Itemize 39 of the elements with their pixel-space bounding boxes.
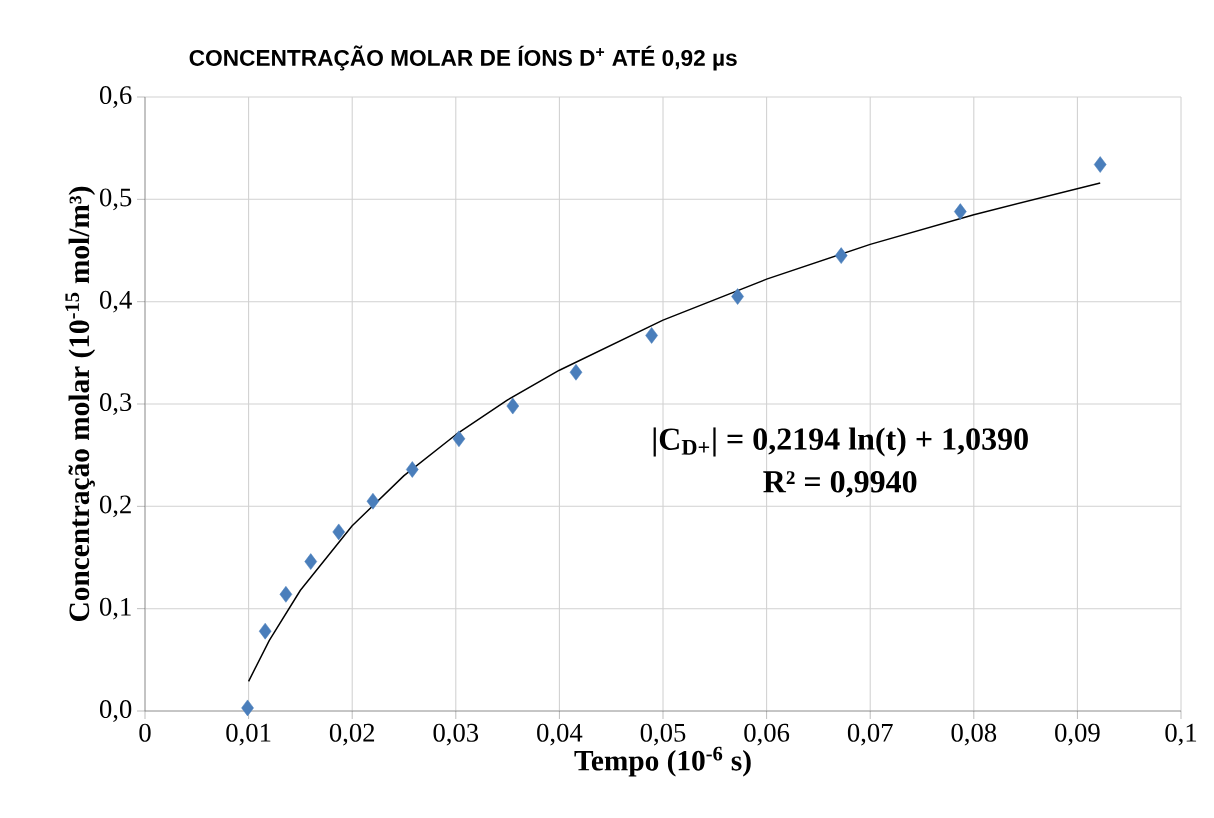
point (645, 327, 658, 344)
point (406, 461, 419, 478)
y-tick-label: 0,6 (99, 86, 132, 108)
annotation: R² = 0,9940 (763, 471, 917, 498)
x-tick-label: 0,03 (433, 723, 479, 746)
x-tick-label: 0,02 (329, 723, 375, 746)
annotation: |C$_{D+}$| = 0,2194 ln(t) + 1,0390 (653, 427, 1028, 457)
point (954, 203, 967, 220)
point (279, 586, 293, 603)
point (366, 492, 380, 510)
y-tick-label: 0,1 (99, 597, 131, 620)
x-tick-label: 0,06 (744, 723, 790, 746)
x-tick-label: 0,04 (537, 723, 583, 746)
x-tick-label: 0,08 (951, 723, 997, 746)
y-tick-label: 0,2 (99, 495, 131, 518)
x-axis-title: Tempo (10$^{-6}$ s) (574, 746, 751, 777)
point (569, 364, 583, 381)
point (452, 430, 466, 448)
x-tick-label: 0,05 (640, 723, 686, 746)
x-tick-label: 0,09 (1055, 723, 1100, 746)
y-tick-label: 0,3 (99, 393, 132, 415)
point (731, 288, 744, 305)
point (1093, 156, 1107, 173)
chart-title: CONCENTRAÇÃO MOLAR DE ÍONS D$^{+}$ ATÉ 0,92 µs (189, 45, 737, 71)
y-tick-label: 0,5 (99, 188, 132, 211)
x-tick-label: 0 (139, 723, 151, 742)
point (834, 247, 848, 264)
point (304, 553, 318, 570)
y-axis-title: Concentração molar (10$^{-15}$ mol/m³) (65, 186, 96, 621)
y-tick-label: 0,4 (99, 290, 132, 313)
x-tick-label: 0,07 (847, 723, 893, 746)
x-tick-label: 0,01 (226, 723, 271, 746)
point (258, 622, 272, 640)
y-tick-label: 0,0 (99, 700, 132, 722)
point (241, 699, 254, 717)
x-tick-label: 0,1 (1165, 723, 1197, 746)
point (332, 523, 346, 541)
point (506, 397, 520, 415)
line-series (247, 182, 1101, 683)
